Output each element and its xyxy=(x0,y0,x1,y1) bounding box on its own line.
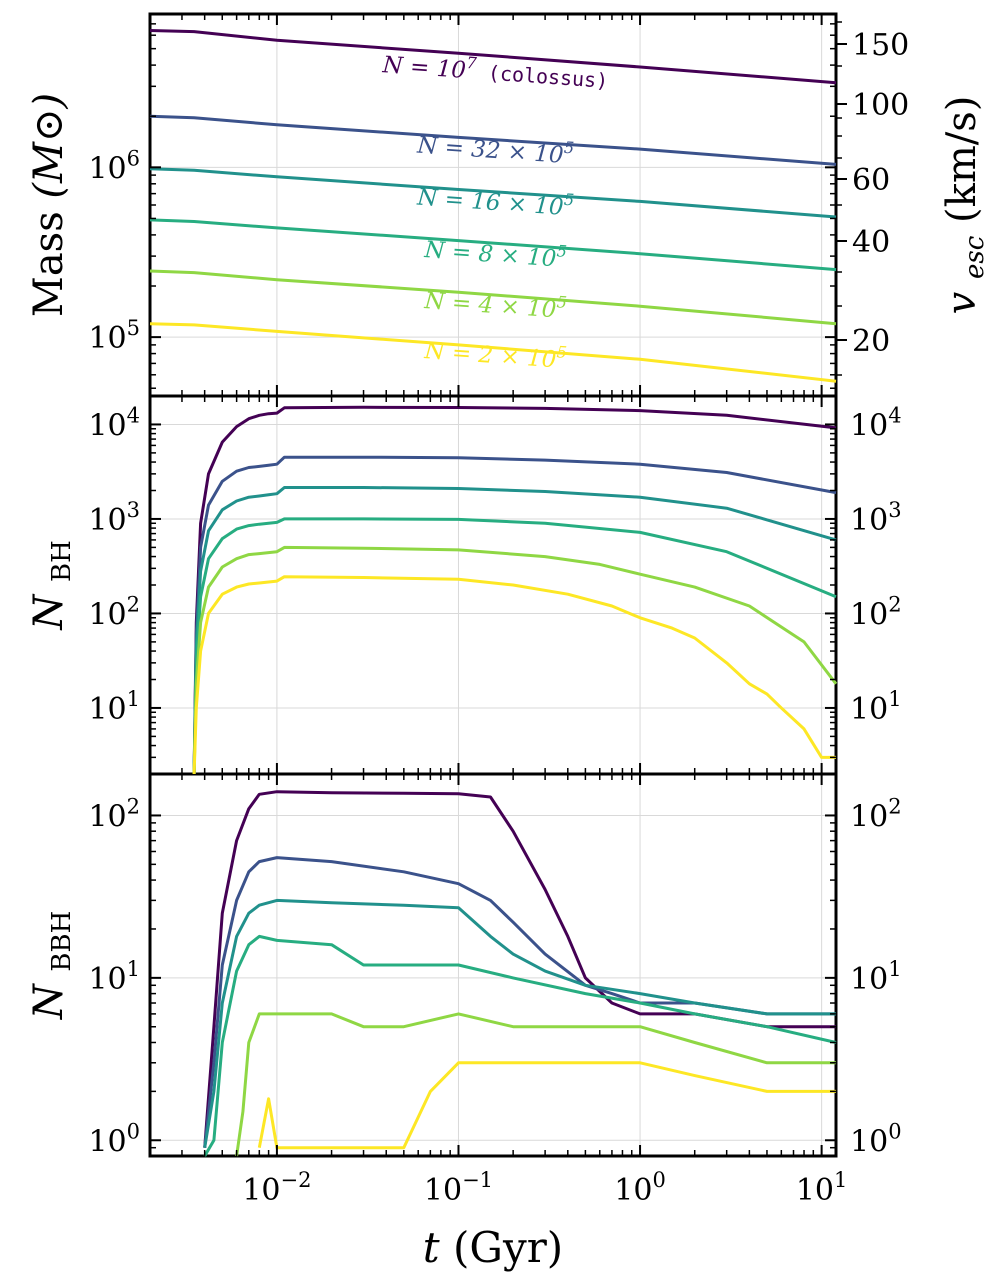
time-axis-title: t (Gyr) xyxy=(423,1223,563,1272)
curve-label-N4e5: N = 4 × 105 xyxy=(423,283,568,324)
y-tick-label-mass: 105 xyxy=(88,316,140,356)
mass-axis-title: Mass (M⊙) xyxy=(26,93,72,317)
x-tick-label: 101 xyxy=(796,1168,848,1208)
series-line-nbh-N32e5 xyxy=(192,455,837,775)
y-right-tick-label-nbbh: 100 xyxy=(850,1119,902,1159)
vesc-axis-title: v esc (km/s) xyxy=(939,96,993,315)
y-right-tick-label-nbh: 103 xyxy=(850,498,902,538)
series-line-mass-N32e5 xyxy=(149,114,837,166)
y-tick-label-mass: 106 xyxy=(88,146,140,186)
y-tick-label-nbbh: 101 xyxy=(88,957,140,997)
series-line-mass-N2e5 xyxy=(149,322,837,383)
vesc-tick-label: 100 xyxy=(852,88,909,123)
series-line-mass-N8e5 xyxy=(149,218,837,272)
series-line-nbbh-N4e5 xyxy=(235,1012,836,1157)
vesc-tick-label: 40 xyxy=(852,225,890,260)
y-right-tick-label-nbh: 101 xyxy=(850,687,902,727)
tick-layer xyxy=(149,14,847,1156)
y-tick-label-nbh: 102 xyxy=(88,592,140,632)
series-line-nbbh-N16e5 xyxy=(203,898,836,1148)
series-line-nbh-N2e5 xyxy=(192,575,836,775)
grid-layer xyxy=(150,14,836,1156)
series-line-mass-N4e5 xyxy=(149,269,837,326)
vesc-tick-label: 150 xyxy=(852,28,909,63)
panel-frame-nbbh xyxy=(148,772,838,1158)
nbbh-axis-title: N BBH xyxy=(26,911,77,1021)
y-right-tick-label-nbbh: 101 xyxy=(850,957,902,997)
series-line-mass-N1e7 xyxy=(149,29,837,85)
vesc-tick-label: 60 xyxy=(852,163,890,198)
y-right-tick-label-nbbh: 102 xyxy=(850,794,902,834)
series-line-nbbh-N8e5 xyxy=(203,934,837,1157)
series-line-nbh-N16e5 xyxy=(192,486,837,775)
curve-label-N16e5: N = 16 × 105 xyxy=(415,180,574,222)
y-tick-label-nbh: 104 xyxy=(88,403,140,443)
x-tick-label: 10−2 xyxy=(242,1168,311,1208)
series-line-nbbh-N1e7 xyxy=(203,790,836,1148)
x-tick-label: 10−1 xyxy=(424,1168,493,1208)
y-tick-label-nbbh: 102 xyxy=(88,794,140,834)
y-right-tick-label-nbh: 104 xyxy=(850,403,902,443)
curve-label-N8e5: N = 8 × 105 xyxy=(423,232,568,273)
series-line-nbbh-N2e5 xyxy=(257,1061,836,1150)
series-line-nbh-N4e5 xyxy=(192,545,838,775)
y-tick-label-nbh: 101 xyxy=(88,687,140,727)
series-line-nbh-N8e5 xyxy=(192,517,837,775)
curve-label-N1e7: N = 107 (colossus) xyxy=(381,47,610,94)
curve-label-N32e5: N = 32 × 105 xyxy=(415,128,574,170)
x-tick-label: 100 xyxy=(614,1168,666,1208)
vesc-tick-label: 20 xyxy=(852,324,890,359)
series-line-mass-N16e5 xyxy=(149,167,837,219)
nbh-axis-title: N BH xyxy=(26,540,77,631)
curve-label-N2e5: N = 2 × 105 xyxy=(423,333,568,374)
y-right-tick-label-nbh: 102 xyxy=(850,592,902,632)
series-line-nbh-N1e7 xyxy=(192,405,837,775)
y-tick-label-nbbh: 100 xyxy=(88,1119,140,1159)
y-tick-label-nbh: 103 xyxy=(88,498,140,538)
